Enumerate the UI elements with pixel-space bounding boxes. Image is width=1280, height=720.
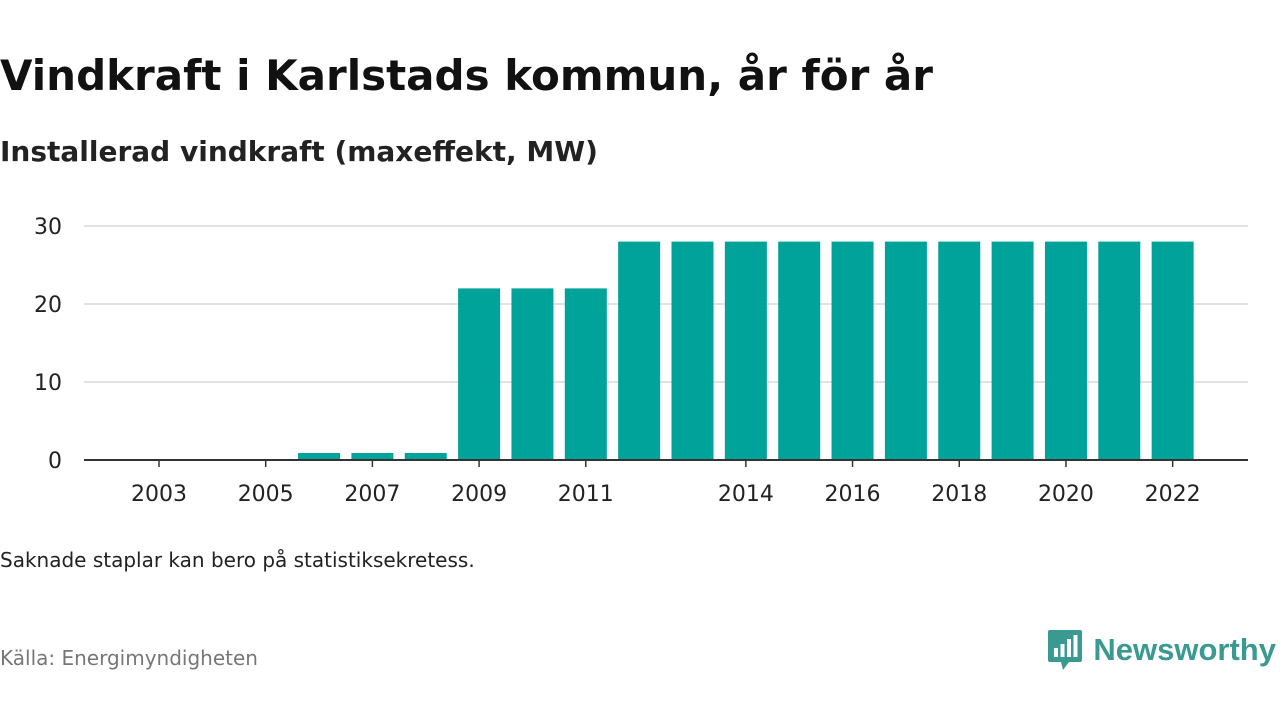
- bar: [778, 241, 821, 460]
- footnote: Saknade staplar kan bero på statistiksek…: [0, 548, 475, 572]
- newsworthy-logo[interactable]: Newsworthy: [1047, 626, 1276, 674]
- bar: [1098, 241, 1141, 460]
- x-tick-label: 2009: [451, 482, 507, 507]
- y-tick-label: 20: [34, 293, 62, 318]
- bar: [298, 452, 341, 460]
- y-axis-tick-labels: 0 10 20 30: [34, 215, 62, 474]
- bar: [404, 452, 447, 460]
- y-tick-label: 10: [34, 371, 62, 396]
- chart-title: Vindkraft i Karlstads kommun, år för år: [0, 51, 933, 100]
- bar: [618, 241, 661, 460]
- x-tick-label: 2016: [825, 482, 881, 507]
- bar: [351, 452, 394, 460]
- bar: [511, 288, 554, 460]
- x-tick-label: 2022: [1145, 482, 1201, 507]
- bar: [991, 241, 1034, 460]
- bar: [884, 241, 927, 460]
- bar: [671, 241, 714, 460]
- x-tick-label: 2020: [1038, 482, 1094, 507]
- bar: [564, 288, 607, 460]
- x-tick-label: 2005: [238, 482, 294, 507]
- x-tick-label: 2003: [131, 482, 187, 507]
- y-tick-label: 30: [34, 215, 62, 240]
- x-tick-label: 2014: [718, 482, 774, 507]
- bar: [1044, 241, 1087, 460]
- bar: [938, 241, 981, 460]
- x-tick-label: 2011: [558, 482, 614, 507]
- x-axis: [84, 459, 1248, 467]
- newsworthy-logo-icon: [1048, 630, 1083, 670]
- bar-chart: 0 10 20 30 2003 2005 2007 2009 2011 2014 2016 2018…: [34, 215, 1248, 507]
- bar: [458, 288, 501, 460]
- x-tick-label: 2018: [931, 482, 987, 507]
- newsworthy-logo-text: Newsworthy: [1093, 632, 1276, 667]
- bar: [1151, 241, 1194, 460]
- y-tick-label: 0: [48, 449, 62, 474]
- bars: [298, 241, 1194, 460]
- source-credit: Källa: Energimyndigheten: [0, 646, 258, 670]
- bar: [724, 241, 767, 460]
- chart-subtitle: Installerad vindkraft (maxeffekt, MW): [0, 135, 598, 168]
- x-axis-tick-labels: 2003 2005 2007 2009 2011 2014 2016 2018 2020 2022: [131, 482, 1201, 507]
- bar: [831, 241, 874, 460]
- x-tick-label: 2007: [344, 482, 400, 507]
